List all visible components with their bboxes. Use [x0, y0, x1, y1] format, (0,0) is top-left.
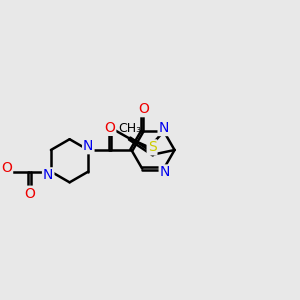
Text: N: N	[83, 139, 94, 153]
Text: S: S	[148, 140, 156, 154]
Text: O: O	[138, 102, 149, 116]
Text: O: O	[1, 161, 12, 175]
Text: O: O	[24, 187, 35, 201]
Text: N: N	[159, 121, 169, 135]
Text: N: N	[43, 168, 53, 182]
Text: CH₃: CH₃	[118, 122, 141, 136]
Text: O: O	[104, 121, 115, 135]
Text: N: N	[160, 166, 170, 179]
